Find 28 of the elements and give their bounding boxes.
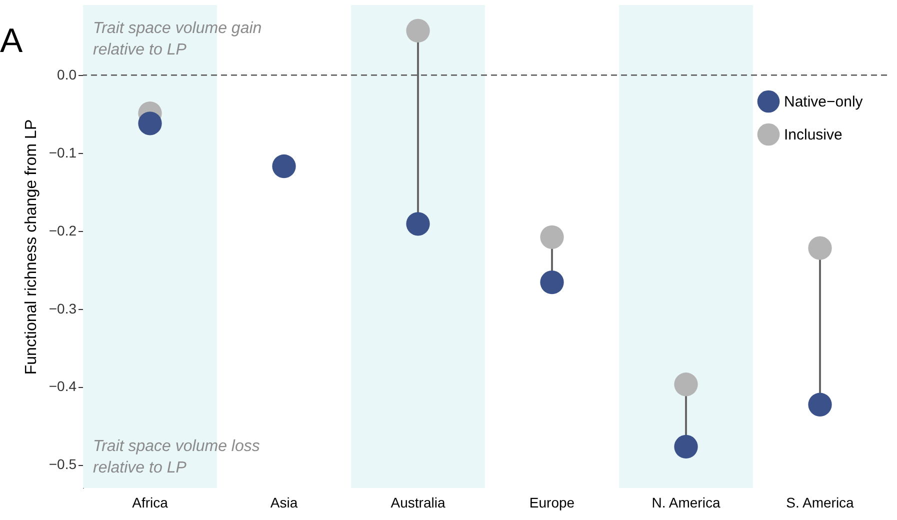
point bbox=[674, 434, 698, 459]
point bbox=[540, 270, 564, 294]
legend-label: Native−only bbox=[784, 94, 864, 110]
x-tick-label: Australia bbox=[390, 494, 446, 510]
x-tick-label: Asia bbox=[270, 494, 298, 510]
y-axis-title: Functional richness change from LP bbox=[22, 119, 40, 375]
point bbox=[808, 392, 832, 416]
x-tick-label: S. America bbox=[786, 494, 854, 510]
legend-label: Inclusive bbox=[784, 126, 842, 144]
point bbox=[808, 236, 832, 260]
y-tick-label: −0.2 bbox=[48, 222, 77, 238]
point bbox=[272, 154, 296, 178]
y-tick-label: 0.0 bbox=[57, 66, 77, 83]
x-tick-label: Africa bbox=[132, 494, 168, 510]
point bbox=[674, 372, 698, 396]
point bbox=[540, 225, 564, 249]
annotation: Trait space volume gain relative to LP bbox=[93, 20, 262, 59]
point bbox=[406, 212, 430, 236]
y-tick-label: −0.5 bbox=[48, 456, 77, 472]
y-tick-label: −0.1 bbox=[48, 144, 77, 161]
y-tick-label: −0.4 bbox=[48, 378, 77, 394]
point bbox=[138, 112, 162, 136]
annotation: Trait space volume loss relative to LP bbox=[93, 438, 260, 477]
text: A bbox=[0, 22, 23, 60]
x-tick-label: N. America bbox=[652, 494, 720, 510]
y-tick-label: −0.3 bbox=[48, 300, 77, 316]
x-tick-label: Europe bbox=[529, 494, 575, 510]
point bbox=[406, 18, 430, 43]
